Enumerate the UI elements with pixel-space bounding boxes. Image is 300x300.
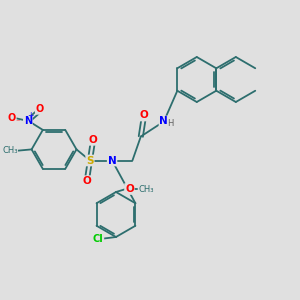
- Text: N: N: [160, 116, 168, 127]
- Text: O: O: [88, 135, 97, 145]
- Text: O: O: [82, 176, 91, 186]
- Text: O: O: [125, 184, 134, 194]
- Text: CH₃: CH₃: [2, 146, 17, 155]
- Text: N: N: [24, 116, 32, 126]
- Text: +: +: [28, 111, 34, 120]
- Text: O: O: [36, 104, 44, 114]
- Text: ⁻: ⁻: [15, 117, 20, 126]
- Text: O: O: [140, 110, 148, 121]
- Text: Cl: Cl: [93, 233, 104, 244]
- Text: N: N: [108, 155, 116, 166]
- Text: S: S: [86, 155, 94, 166]
- Text: CH₃: CH₃: [138, 184, 154, 194]
- Text: H: H: [167, 119, 174, 128]
- Text: O: O: [8, 113, 16, 123]
